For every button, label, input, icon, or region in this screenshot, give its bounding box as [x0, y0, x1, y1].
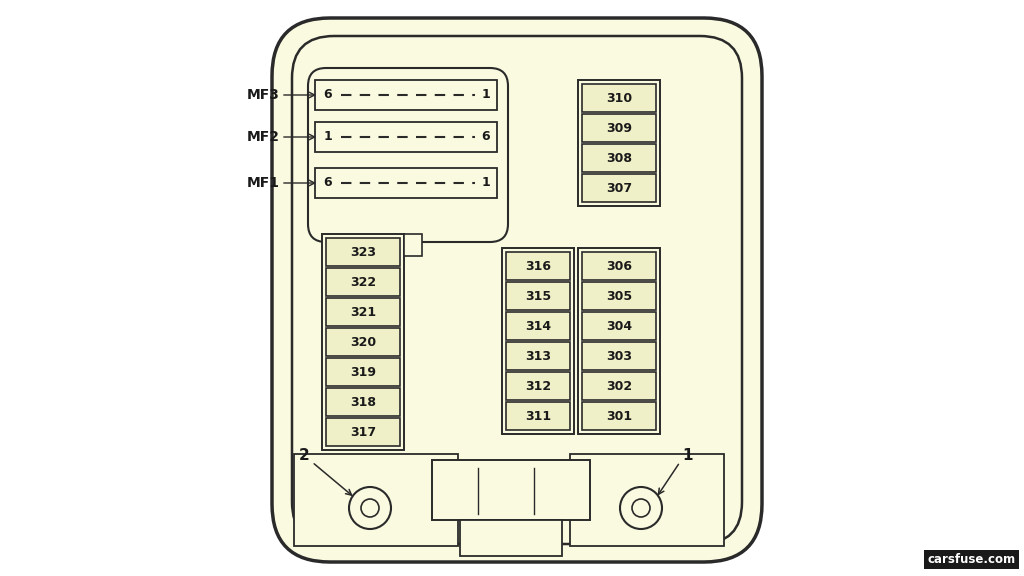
Text: 1: 1 [481, 176, 490, 190]
Bar [326, 268, 400, 296]
Bar [326, 388, 400, 416]
Text: MF3: MF3 [247, 88, 280, 102]
FancyBboxPatch shape [292, 36, 742, 544]
Text: MF2: MF2 [247, 130, 280, 144]
Text: 306: 306 [606, 260, 632, 272]
Bar [432, 460, 590, 520]
Bar [506, 402, 570, 430]
Bar [326, 298, 400, 326]
Text: 316: 316 [525, 260, 551, 272]
Text: 304: 304 [606, 320, 632, 332]
Text: 308: 308 [606, 151, 632, 165]
Bar [326, 328, 400, 356]
Text: 317: 317 [350, 426, 376, 438]
Text: 319: 319 [350, 366, 376, 378]
Bar [582, 402, 656, 430]
Text: 1: 1 [324, 131, 333, 143]
Bar [582, 312, 656, 340]
Bar [326, 418, 400, 446]
Text: 323: 323 [350, 245, 376, 259]
Bar [322, 234, 404, 450]
Text: 303: 303 [606, 350, 632, 362]
Bar [570, 454, 724, 546]
Bar [460, 520, 562, 556]
Text: 6: 6 [481, 131, 490, 143]
Text: 310: 310 [606, 92, 632, 104]
Text: 305: 305 [606, 290, 632, 302]
Bar [582, 372, 656, 400]
Bar [502, 248, 574, 434]
Bar [326, 358, 400, 386]
Text: 311: 311 [525, 410, 551, 423]
Text: 312: 312 [525, 380, 551, 392]
Bar [506, 342, 570, 370]
Text: 320: 320 [350, 335, 376, 348]
Bar [582, 84, 656, 112]
Bar [506, 282, 570, 310]
Text: 318: 318 [350, 396, 376, 408]
Text: 6: 6 [324, 89, 333, 101]
Bar [506, 312, 570, 340]
Text: carsfuse.com: carsfuse.com [928, 553, 1016, 566]
Text: 301: 301 [606, 410, 632, 423]
Bar [578, 248, 660, 434]
Text: 321: 321 [350, 305, 376, 319]
Bar [582, 282, 656, 310]
Text: 302: 302 [606, 380, 632, 392]
Circle shape [620, 487, 662, 529]
Bar [315, 80, 497, 110]
Bar [582, 252, 656, 280]
Bar [578, 80, 660, 206]
Text: MF1: MF1 [247, 176, 280, 190]
Bar [294, 454, 458, 546]
Text: 307: 307 [606, 181, 632, 195]
Text: 1: 1 [683, 449, 693, 464]
FancyBboxPatch shape [272, 18, 762, 562]
Text: 322: 322 [350, 275, 376, 289]
Bar [315, 122, 497, 152]
Bar [506, 252, 570, 280]
Text: 1: 1 [481, 89, 490, 101]
Text: 313: 313 [525, 350, 551, 362]
Bar [326, 238, 400, 266]
Bar [582, 114, 656, 142]
Bar [404, 234, 422, 256]
Text: 2: 2 [299, 449, 309, 464]
FancyBboxPatch shape [308, 68, 508, 242]
Circle shape [349, 487, 391, 529]
Bar [315, 168, 497, 198]
Bar [506, 372, 570, 400]
Bar [582, 342, 656, 370]
Bar [582, 174, 656, 202]
Text: 315: 315 [525, 290, 551, 302]
Text: 314: 314 [525, 320, 551, 332]
Text: 309: 309 [606, 122, 632, 135]
Text: 6: 6 [324, 176, 333, 190]
Bar [582, 144, 656, 172]
